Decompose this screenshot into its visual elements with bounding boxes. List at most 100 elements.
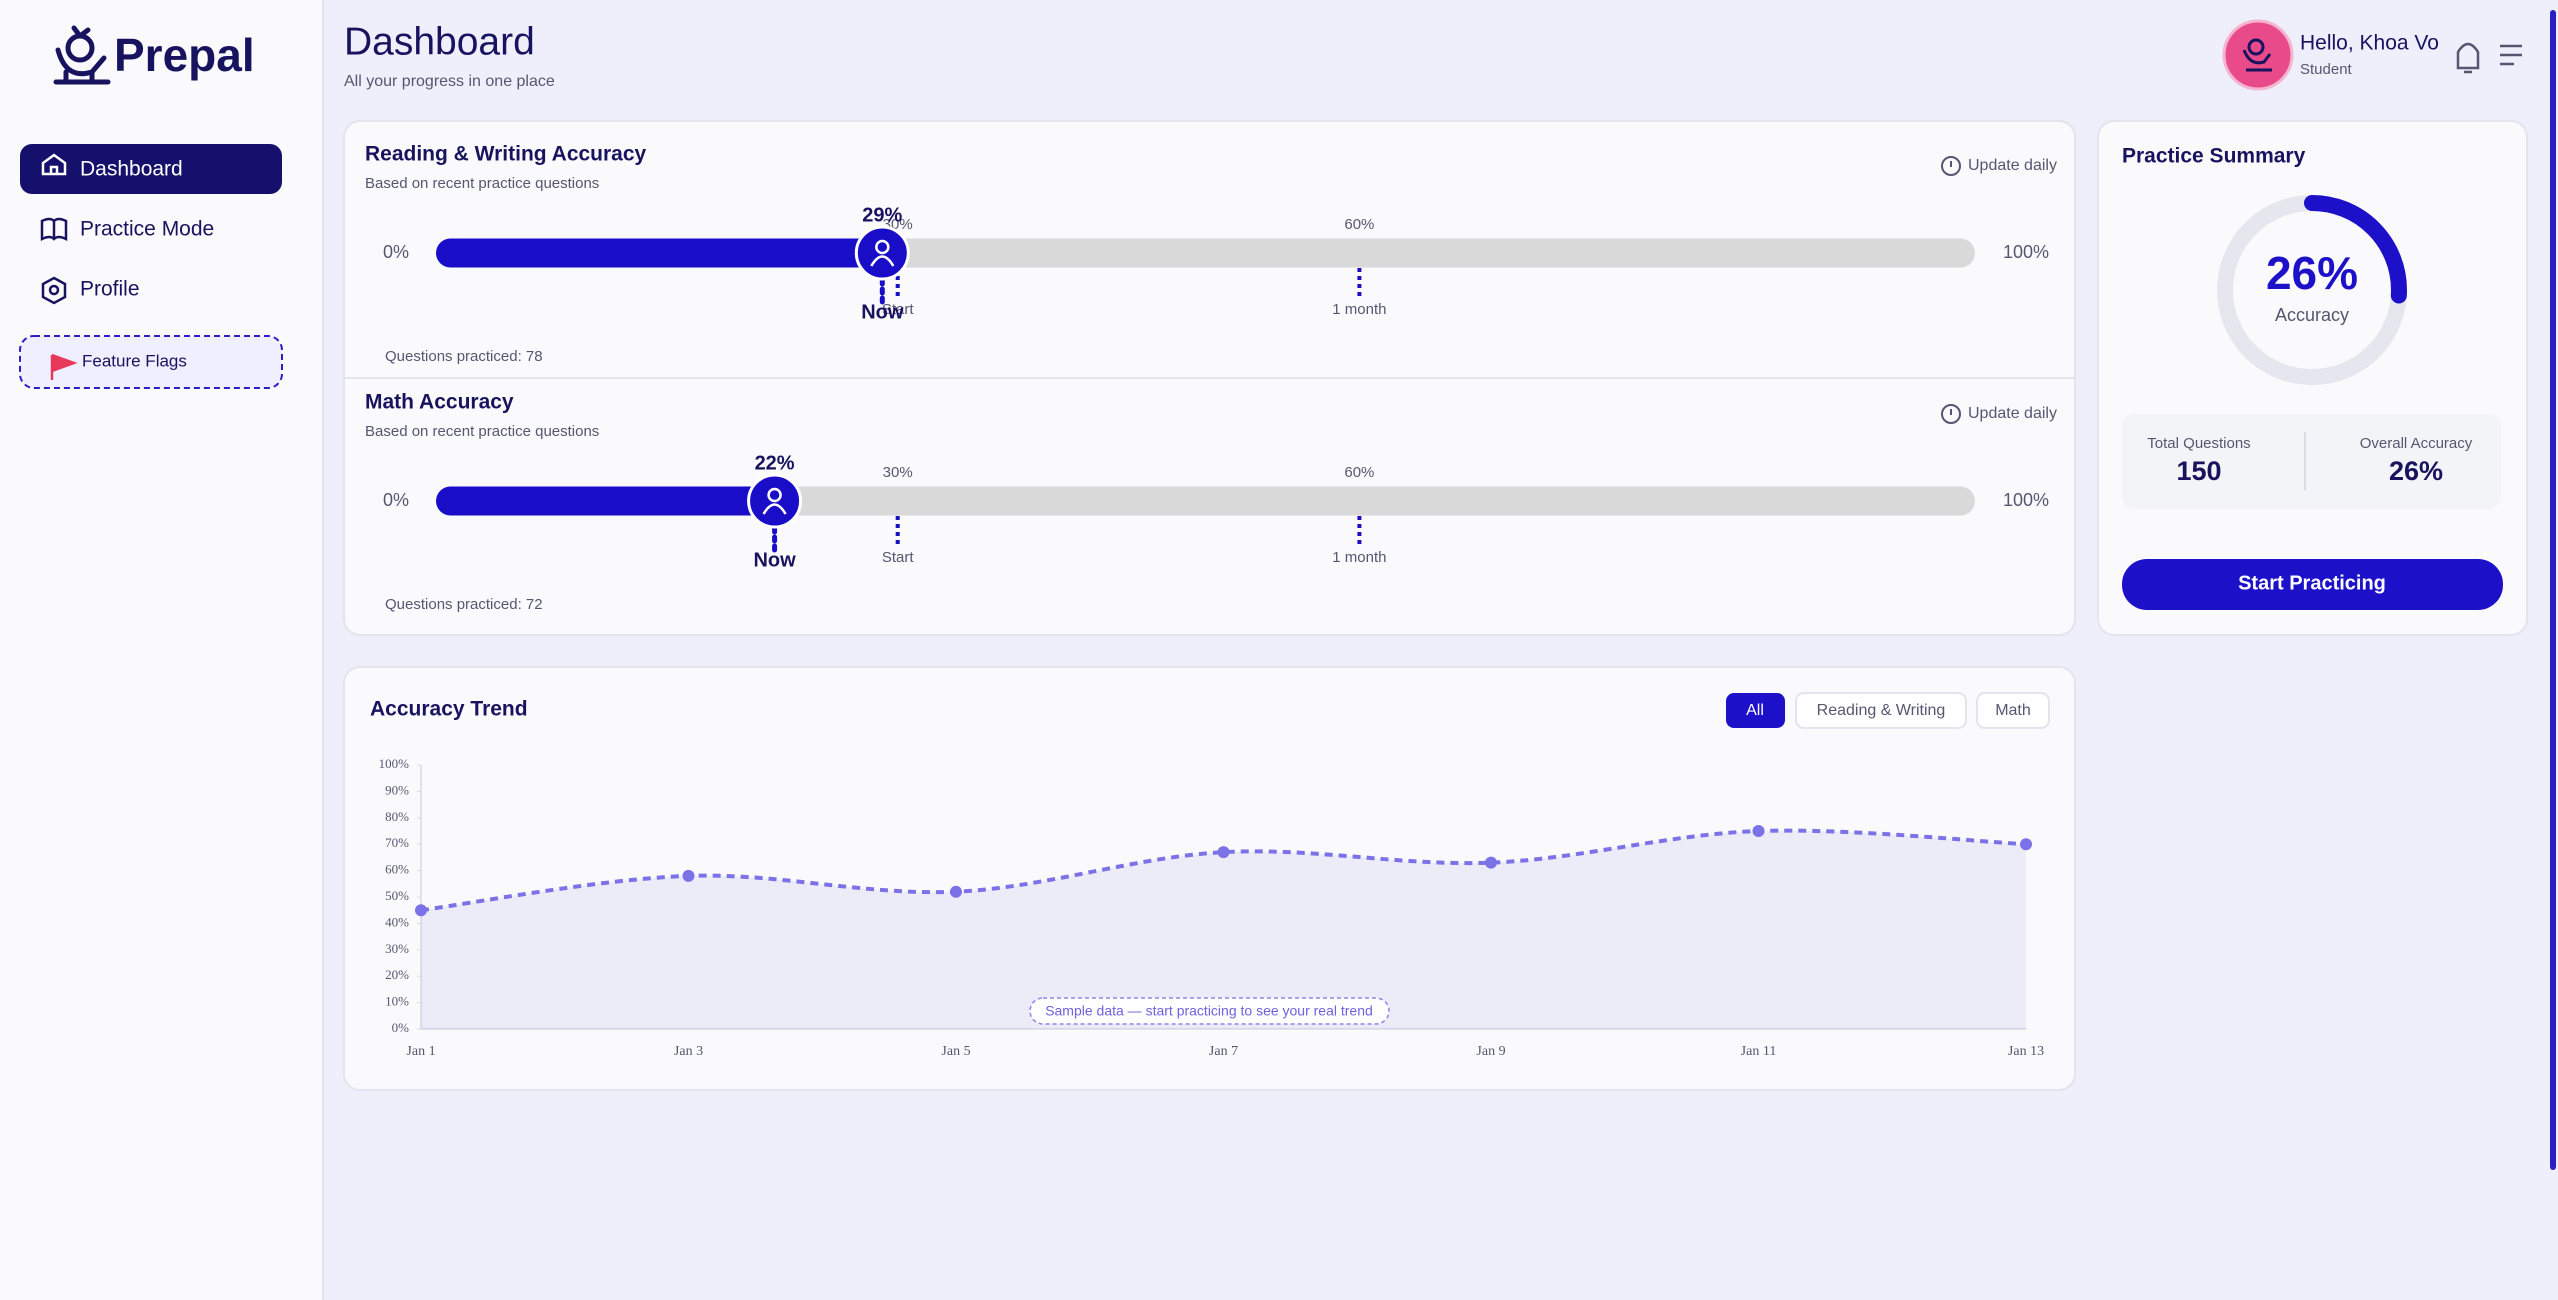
tab-label[interactable]: Math — [1995, 702, 2031, 719]
stats-box — [2122, 414, 2501, 509]
tab-active[interactable] — [1726, 693, 1785, 728]
scale-label: 0% — [383, 242, 409, 262]
x-tick-label: Jan 13 — [2008, 1044, 2044, 1059]
start-button-label[interactable]: Start Practicing — [2238, 572, 2386, 594]
nav-label[interactable]: Practice Mode — [80, 218, 214, 241]
update-label: Update daily — [1968, 405, 2057, 422]
now-label: 29% — [862, 204, 902, 226]
profile-icon — [41, 276, 67, 305]
trend-title: Accuracy Trend — [370, 698, 528, 721]
tab-label[interactable]: Reading & Writing — [1817, 702, 1946, 719]
bell-icon[interactable] — [2456, 42, 2480, 74]
progress-track — [436, 486, 1975, 516]
brand: Prepal — [114, 29, 255, 81]
menu-icon[interactable] — [2500, 44, 2522, 66]
y-tick-label: 70% — [385, 835, 409, 850]
sidebar — [0, 0, 323, 1300]
scale-label: 100% — [2003, 242, 2049, 262]
home-icon — [41, 153, 67, 176]
trend-card — [343, 666, 2076, 1091]
logo-icon — [53, 25, 111, 85]
ring-progress — [2217, 195, 2407, 385]
questions-practiced: Questions practiced: 78 — [385, 348, 543, 365]
trend-chart: 0% 10% 20% 30% 40% 50% 60% 70% 80% 90% 100% Jan 1 Ja… — [379, 756, 2044, 1059]
stat-label: Total Questions — [2147, 435, 2250, 452]
page-subtitle: All your progress in one place — [344, 73, 555, 90]
trend-point — [1485, 856, 1497, 869]
now-caption: Now — [861, 301, 904, 323]
info-icon — [1941, 156, 1961, 176]
flag-icon — [50, 353, 78, 380]
feature-flags-button[interactable] — [19, 335, 283, 389]
sample-note: Sample data — start practicing to see yo… — [1045, 1003, 1373, 1019]
nav-item-active[interactable] — [20, 144, 282, 194]
y-tick-label: 10% — [385, 994, 409, 1009]
y-tick-label: 20% — [385, 967, 409, 982]
y-tick-label: 0% — [392, 1020, 410, 1035]
y-tick-label: 80% — [385, 809, 409, 824]
trend-point — [1217, 846, 1230, 859]
start-button[interactable] — [2122, 559, 2503, 610]
now-caption: Now — [753, 549, 796, 571]
x-tick-label: Jan 7 — [1209, 1044, 1238, 1059]
stat-value: 26% — [2389, 456, 2443, 486]
milestone-caption: Start — [882, 301, 915, 318]
section-subtitle: Based on recent practice questions — [365, 423, 599, 440]
tab[interactable] — [1976, 692, 2050, 729]
avatar-icon — [2242, 38, 2272, 72]
thumb-icon-head — [767, 487, 782, 503]
y-tick-label: 100% — [379, 756, 410, 771]
thumb-icon-body — [762, 503, 787, 515]
scale-label: 100% — [2003, 490, 2049, 510]
x-tick-label: Jan 1 — [406, 1044, 435, 1059]
page-title: Dashboard — [344, 20, 535, 63]
x-tick-label: Jan 11 — [1741, 1044, 1777, 1059]
section-subtitle: Based on recent practice questions — [365, 175, 599, 192]
profile-icon-dot — [48, 284, 60, 296]
y-tick-label: 30% — [385, 941, 409, 956]
trend-area — [421, 830, 2026, 1029]
feature-flags-label[interactable]: Feature Flags — [82, 351, 187, 370]
greeting: Hello, Khoa Vo — [2300, 32, 2439, 55]
milestone-label: 30% — [883, 464, 913, 481]
progress-fill — [436, 238, 883, 268]
update-label: Update daily — [1968, 157, 2057, 174]
summary-title: Practice Summary — [2122, 145, 2306, 168]
info-icon — [1941, 404, 1961, 424]
trend-point — [682, 869, 695, 882]
nav-label[interactable]: Dashboard — [80, 158, 183, 181]
thumb-icon-body — [870, 255, 895, 267]
trend-point — [415, 904, 427, 917]
role: Student — [2300, 61, 2353, 78]
nav-label[interactable]: Profile — [80, 278, 140, 301]
tab-label[interactable]: All — [1746, 702, 1764, 719]
accuracy-sections: Reading & Writing Accuracy Based on recen… — [365, 143, 2057, 613]
book-icon — [40, 217, 68, 242]
y-tick-label: 60% — [385, 862, 409, 877]
trend-point — [1752, 825, 1765, 837]
section-title: Reading & Writing Accuracy — [365, 143, 647, 166]
now-label: 22% — [755, 452, 795, 474]
scrollbar[interactable] — [2550, 10, 2556, 1170]
ring-caption: Accuracy — [2275, 305, 2349, 325]
tab[interactable] — [1795, 692, 1967, 729]
milestone-caption: 1 month — [1332, 549, 1386, 566]
stat-label: Overall Accuracy — [2360, 435, 2473, 452]
x-tick-label: Jan 3 — [674, 1044, 703, 1059]
milestone-caption: 1 month — [1332, 301, 1386, 318]
y-tick-label: 90% — [385, 782, 409, 797]
trend-point — [2020, 838, 2032, 851]
ring-value: 26% — [2266, 247, 2358, 299]
progress-fill — [436, 486, 775, 516]
questions-practiced: Questions practiced: 72 — [385, 596, 543, 613]
y-tick-label: 40% — [385, 914, 409, 929]
scale-label: 0% — [383, 490, 409, 510]
milestone-label: 60% — [1344, 216, 1374, 233]
stat-value: 150 — [2176, 456, 2221, 486]
thumb-icon-head — [875, 239, 890, 255]
milestone-caption: Start — [882, 549, 915, 566]
trend-point — [950, 885, 962, 898]
